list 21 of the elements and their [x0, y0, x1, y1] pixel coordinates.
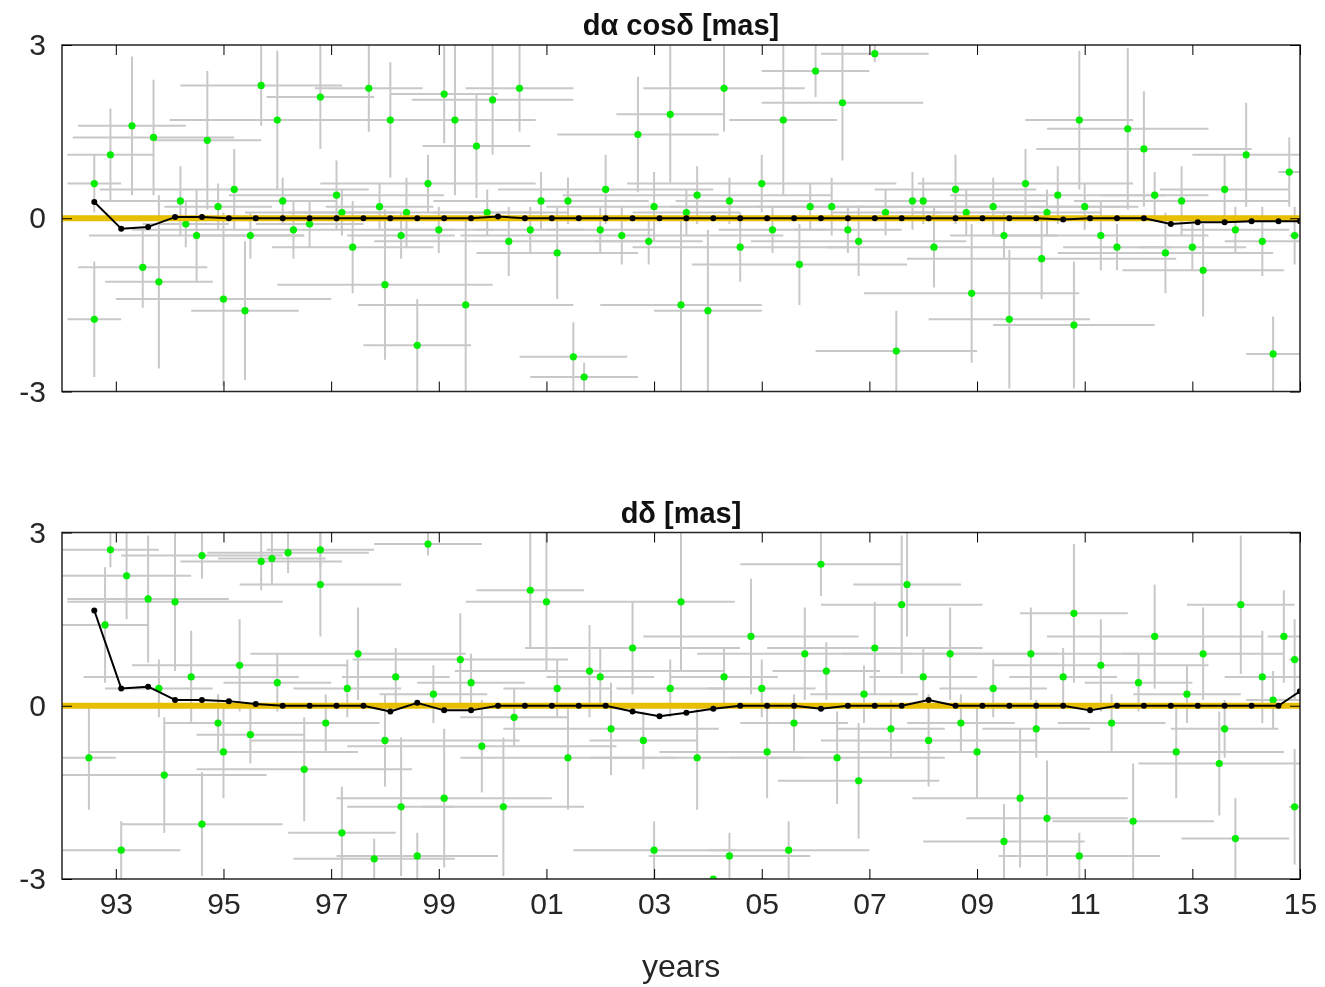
x-tick-label: 09	[960, 887, 995, 921]
chart-title: dδ [mas]	[620, 496, 742, 529]
x-tick-label: 05	[745, 887, 779, 921]
chart-title: dα cosδ [mas]	[582, 9, 780, 41]
x-tick-label: 07	[853, 887, 887, 921]
x-tick-label: 97	[314, 887, 349, 921]
y-tick-label: -3	[19, 374, 46, 408]
x-tick-label: 95	[207, 887, 241, 921]
x-tick-label: 93	[99, 887, 134, 921]
y-tick-label: 0	[29, 688, 46, 722]
y-tick-label: 3	[29, 28, 46, 62]
y-tick-label: -3	[19, 862, 46, 896]
x-axis-title: years	[641, 948, 721, 984]
x-tick-label: 03	[637, 887, 672, 921]
x-tick-label: 01	[530, 887, 564, 921]
x-tick-label: 13	[1176, 887, 1210, 921]
x-tick-label: 11	[1069, 887, 1101, 921]
y-tick-label: 3	[29, 515, 46, 549]
y-tick-label: 0	[29, 201, 46, 235]
x-tick-label: 15	[1283, 887, 1318, 921]
x-tick-label: 99	[422, 887, 456, 921]
